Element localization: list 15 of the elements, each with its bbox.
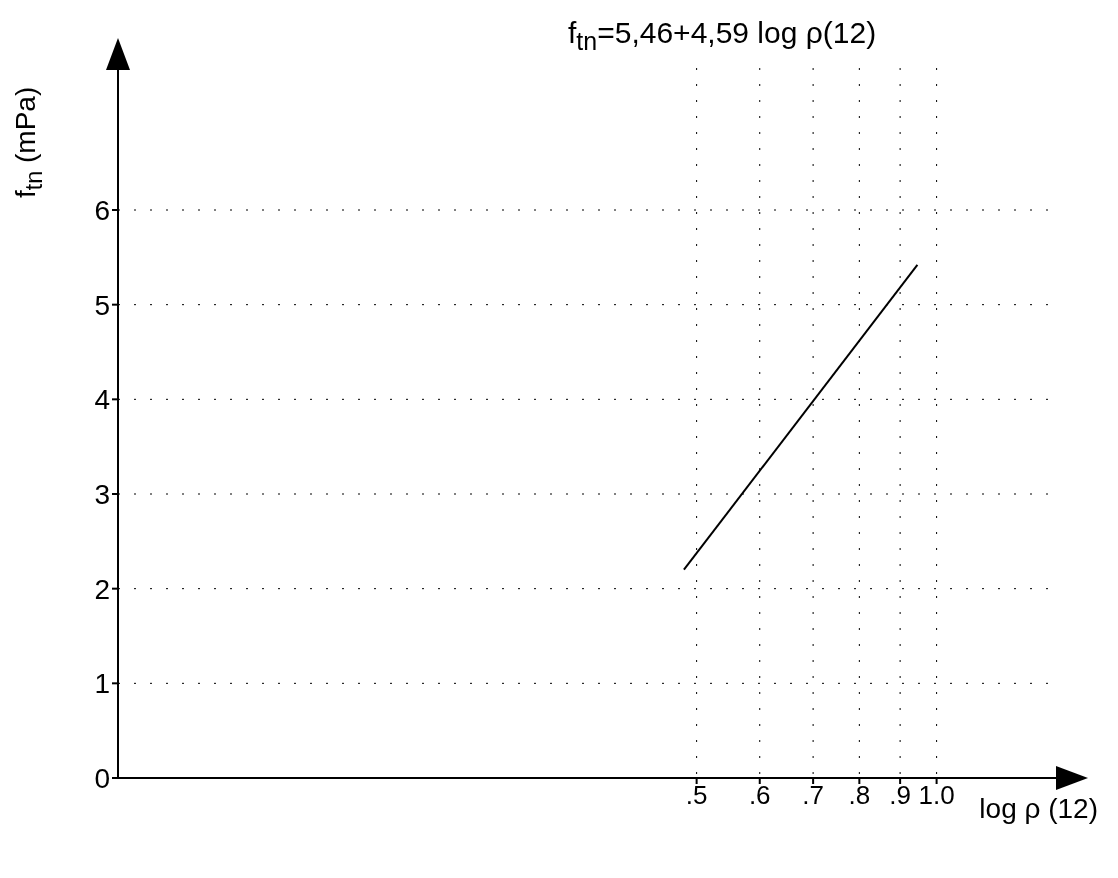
y-tick-label: 0 [94, 762, 110, 794]
x-tick-label: .5 [685, 780, 708, 811]
x-tick-label: .8 [848, 780, 871, 811]
y-tick-label: 1 [94, 668, 110, 700]
y-tick-label: 5 [94, 289, 110, 321]
chart-title: f$_{tn}$=5,46+4,59 log ρ(12) [568, 16, 877, 56]
x-tick-label: .9 [889, 780, 911, 811]
x-tick-label: .7 [802, 780, 824, 811]
y-tick-label: 3 [94, 478, 110, 510]
y-tick-label: 6 [94, 194, 110, 226]
x-axis-title: log ρ (12) [979, 793, 1098, 825]
y-tick-label: 2 [94, 573, 110, 605]
y-tick-label: 4 [94, 384, 110, 416]
x-tick-label: 1.0 [918, 780, 955, 811]
x-tick-label: .6 [748, 780, 771, 811]
